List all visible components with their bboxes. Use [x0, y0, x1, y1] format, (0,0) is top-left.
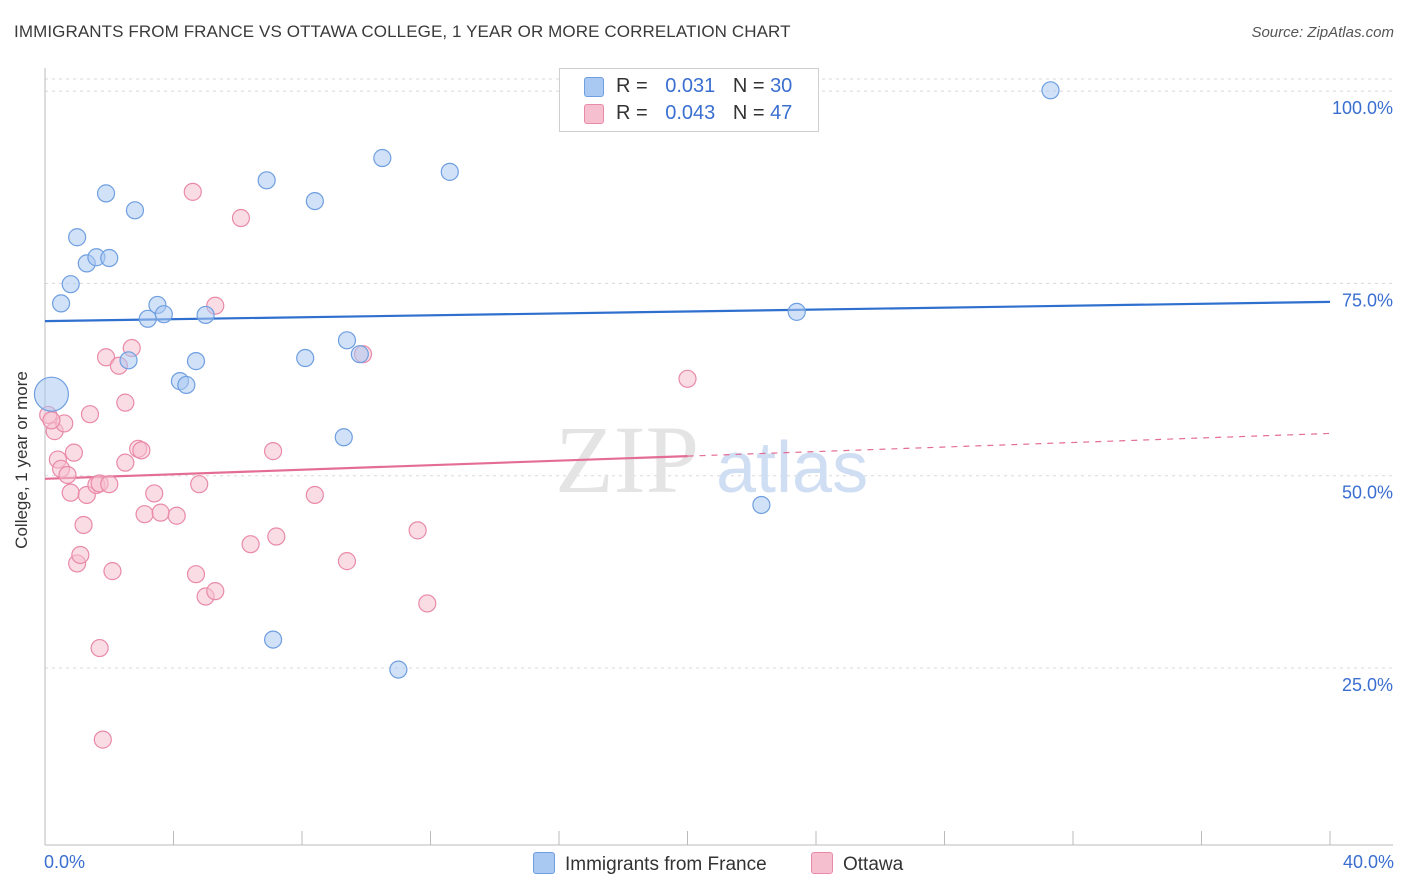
point-france-22	[334, 428, 353, 447]
point-ottawa-9	[71, 545, 90, 565]
trend-line-1	[44, 455, 688, 480]
point-france-27	[752, 495, 771, 515]
series-legend-label-france: Immigrants from France	[565, 854, 767, 875]
point-france-24	[389, 660, 408, 679]
point-france-19	[305, 191, 324, 211]
point-ottawa-44	[418, 594, 437, 613]
point-france-2	[61, 275, 80, 294]
legend-n-label: N =	[732, 75, 765, 97]
point-france-15	[186, 352, 206, 371]
series-legend: Immigrants from France Ottawa	[0, 852, 1406, 878]
point-ottawa-5	[64, 443, 84, 462]
stats-legend: R = 0.031 N = 30 R = 0.043 N = 47	[559, 68, 819, 132]
series-legend-swatch-france	[533, 852, 555, 874]
y-tick-label-25: 25.0%	[1342, 675, 1393, 695]
y-axis-label-wrap: College, 1 year or more	[2, 330, 42, 590]
point-ottawa-19	[103, 562, 122, 581]
point-ottawa-10	[74, 515, 93, 535]
point-france-29	[1041, 81, 1060, 100]
point-france-18	[296, 348, 315, 368]
point-france-25	[440, 162, 459, 181]
point-ottawa-43	[408, 521, 427, 540]
point-ottawa-4	[58, 465, 77, 485]
point-ottawa-36	[231, 208, 251, 228]
x-tick-label-min: 0.0%	[44, 852, 86, 872]
legend-n-label: N =	[732, 102, 765, 124]
point-ottawa-37	[241, 535, 260, 554]
point-ottawa-30	[183, 182, 202, 201]
point-ottawa-38	[263, 442, 283, 461]
point-france-7	[96, 184, 116, 203]
point-ottawa-28	[151, 503, 170, 522]
point-france-20	[337, 331, 357, 350]
legend-swatch-ottawa	[584, 104, 604, 124]
point-ottawa-39	[267, 527, 286, 546]
y-tick-label-100: 100.0%	[1332, 98, 1393, 118]
point-ottawa-32	[190, 475, 209, 494]
point-france-16	[196, 305, 215, 325]
chart-title: IMMIGRANTS FROM FRANCE VS OTTAWA COLLEGE…	[14, 22, 791, 41]
trend-line-0	[44, 300, 1331, 323]
series-legend-france: Immigrants from France	[533, 852, 767, 876]
data-points	[33, 81, 1060, 749]
point-france-28	[787, 302, 806, 321]
point-ottawa-45	[678, 369, 697, 388]
point-ottawa-12	[80, 405, 100, 424]
grid-lines	[45, 78, 1393, 669]
point-ottawa-41	[337, 552, 357, 571]
point-france-8	[125, 201, 145, 220]
point-france-23	[373, 148, 392, 168]
x-tick-label-max: 40.0%	[1342, 852, 1394, 872]
point-france-12	[154, 305, 173, 324]
series-legend-ottawa: Ottawa	[811, 852, 903, 876]
legend-n-value-ottawa: 47	[770, 102, 793, 124]
series-legend-swatch-ottawa	[811, 852, 833, 874]
point-ottawa-21	[116, 453, 135, 472]
point-ottawa-22	[116, 393, 135, 412]
point-ottawa-17	[96, 348, 116, 367]
tick-labels: 25.0% 50.0% 75.0% 100.0%	[1332, 98, 1393, 695]
point-ottawa-27	[145, 484, 164, 503]
legend-r-label: R =	[616, 75, 648, 97]
point-ottawa-29	[167, 506, 186, 525]
point-ottawa-31	[186, 565, 206, 584]
legend-r-value-ottawa: 0.043	[665, 102, 716, 124]
point-france-0	[33, 376, 70, 412]
point-france-9	[119, 351, 138, 370]
legend-r-label: R =	[616, 102, 648, 124]
legend-n-value-france: 30	[770, 75, 793, 97]
point-france-26	[263, 630, 283, 649]
point-ottawa-6	[61, 483, 80, 502]
point-ottawa-46	[42, 411, 61, 430]
y-tick-label-75: 75.0%	[1342, 290, 1393, 310]
point-ottawa-40	[305, 485, 324, 505]
point-france-21	[350, 345, 369, 364]
axes	[44, 68, 1393, 846]
trend-lines	[44, 300, 1331, 480]
legend-r-value-france: 0.031	[665, 75, 716, 97]
point-france-1	[51, 294, 71, 313]
y-tick-label-50: 50.0%	[1342, 483, 1393, 503]
legend-swatch-france	[584, 77, 604, 97]
point-france-3	[68, 228, 87, 247]
source-credit: Source: ZipAtlas.com	[1251, 24, 1394, 41]
point-france-14	[177, 375, 196, 395]
watermark-atlas: atlas	[716, 428, 868, 508]
y-axis-label: College, 1 year or more	[12, 371, 31, 549]
point-ottawa-18	[100, 475, 119, 494]
series-legend-label-ottawa: Ottawa	[843, 854, 904, 875]
point-ottawa-25	[132, 441, 151, 460]
point-ottawa-34	[206, 582, 225, 601]
point-ottawa-15	[90, 638, 109, 658]
point-ottawa-16	[93, 730, 112, 749]
point-france-17	[257, 171, 276, 190]
point-ottawa-26	[135, 505, 154, 524]
point-france-6	[100, 248, 119, 268]
